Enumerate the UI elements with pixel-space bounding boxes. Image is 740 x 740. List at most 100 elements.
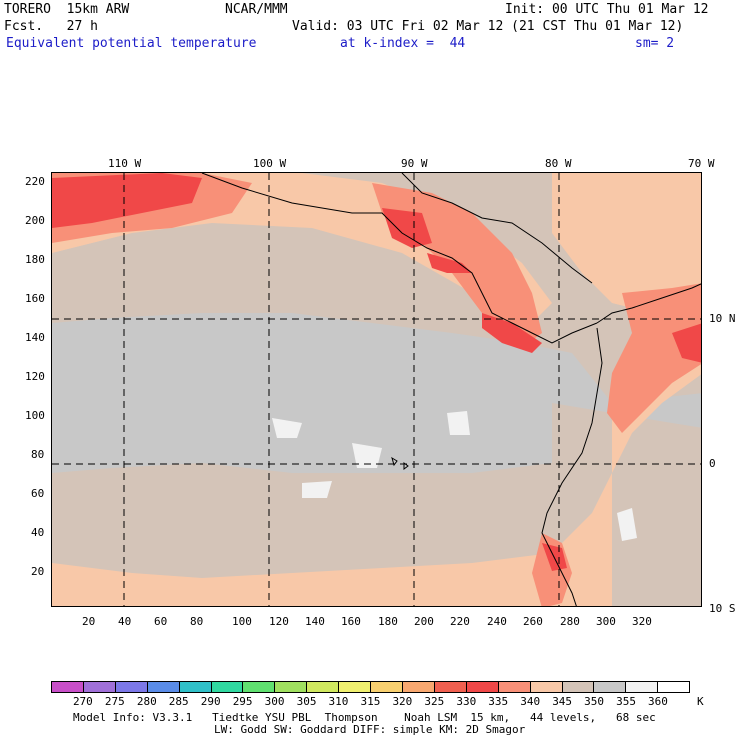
colorbar-tick-label: 340 bbox=[520, 695, 541, 708]
y-tick-label: 140 bbox=[25, 331, 45, 344]
colorbar-tick-label: 335 bbox=[488, 695, 509, 708]
valid-time: Valid: 03 UTC Fri 02 Mar 12 (21 CST Thu … bbox=[292, 19, 684, 34]
colorbar-tick-label: 315 bbox=[360, 695, 381, 708]
colorbar-segment bbox=[402, 682, 435, 692]
colorbar-tick-label: 280 bbox=[136, 695, 157, 708]
x-tick-label: 180 bbox=[378, 615, 398, 628]
colorbar-tick-label: 345 bbox=[552, 695, 573, 708]
colorbar-segment bbox=[52, 682, 84, 692]
colorbar-segment bbox=[307, 682, 340, 692]
lon-label-90w: 90 W bbox=[401, 157, 428, 170]
colorbar-tick-label: 360 bbox=[648, 695, 668, 708]
x-tick-label: 320 bbox=[632, 615, 652, 628]
colorbar-segment bbox=[562, 682, 595, 692]
init-time: Init: 00 UTC Thu 01 Mar 12 bbox=[505, 2, 709, 17]
model-info-line2: LW: Godd SW: Goddard DIFF: simple KM: 2D… bbox=[214, 723, 526, 736]
colorbar-tick-label: 270 bbox=[72, 695, 93, 708]
coastline-yucatan bbox=[401, 173, 593, 284]
x-tick-label: 80 bbox=[190, 615, 204, 628]
x-tick-label: 140 bbox=[305, 615, 325, 628]
peach-region-south bbox=[52, 473, 612, 606]
colorbar-segment bbox=[275, 682, 308, 692]
colorbar-segment bbox=[466, 682, 499, 692]
y-tick-label: 160 bbox=[25, 292, 45, 305]
colorbar-segment bbox=[658, 682, 690, 692]
lon-label-110w: 110 W bbox=[108, 157, 142, 170]
colorbar-segment bbox=[594, 682, 627, 692]
red-region-guatemala bbox=[382, 208, 432, 248]
colorbar-segment bbox=[498, 682, 531, 692]
colorbar-tick-label: 285 bbox=[168, 695, 189, 708]
theta-e-map bbox=[52, 173, 701, 606]
colorbar-tick-label: 310 bbox=[328, 695, 349, 708]
x-tick-label: 100 bbox=[232, 615, 252, 628]
white-patch-e bbox=[617, 508, 637, 541]
smoothing-label: sm= 2 bbox=[635, 36, 675, 51]
white-patch-b bbox=[352, 443, 382, 468]
colorbar-tick-label: 275 bbox=[104, 695, 125, 708]
colorbar-segment bbox=[434, 682, 467, 692]
y-tick-label: 120 bbox=[25, 370, 45, 383]
red-region-venezuela bbox=[672, 323, 701, 363]
red-region-costa-rica bbox=[482, 313, 542, 353]
colorbar-tick-label: 300 bbox=[264, 695, 285, 708]
field-name: Equivalent potential temperature bbox=[6, 36, 257, 51]
colorbar-tick-label: 330 bbox=[456, 695, 477, 708]
x-tick-label: 120 bbox=[269, 615, 289, 628]
lat-label-10n: 10 N bbox=[709, 312, 736, 325]
colorbar-tick-label: 290 bbox=[200, 695, 221, 708]
x-tick-label: 60 bbox=[154, 615, 168, 628]
colorbar-tick-label: 350 bbox=[584, 695, 605, 708]
x-tick-label: 160 bbox=[341, 615, 361, 628]
y-tick-label: 80 bbox=[31, 448, 45, 461]
coastline-caribbean-sa bbox=[596, 283, 701, 324]
colorbar-segment bbox=[530, 682, 563, 692]
x-tick-label: 200 bbox=[414, 615, 434, 628]
colorbar-segment bbox=[211, 682, 244, 692]
x-tick-label: 220 bbox=[450, 615, 470, 628]
x-tick-label: 280 bbox=[560, 615, 580, 628]
coastline-pacific-sa bbox=[541, 327, 603, 606]
model-title: TORERO 15km ARW bbox=[4, 2, 130, 17]
coastline-central-america bbox=[201, 173, 598, 344]
coastlines bbox=[201, 173, 701, 606]
y-tick-label: 200 bbox=[25, 214, 45, 227]
white-patch-a bbox=[272, 418, 302, 438]
x-tick-label: 40 bbox=[118, 615, 132, 628]
map-plot bbox=[51, 172, 702, 607]
x-tick-label: 240 bbox=[487, 615, 507, 628]
colorbar-unit: K bbox=[697, 695, 704, 708]
y-tick-label: 220 bbox=[25, 175, 45, 188]
colorbar-segment bbox=[115, 682, 148, 692]
colorbar-segment bbox=[83, 682, 116, 692]
x-tick-label: 20 bbox=[82, 615, 96, 628]
x-tick-label: 260 bbox=[523, 615, 543, 628]
forecast-hour: Fcst. 27 h bbox=[4, 19, 98, 34]
red-region-nw bbox=[52, 173, 202, 228]
model-info-line1: Model Info: V3.3.1 Tiedtke YSU PBL Thomp… bbox=[73, 711, 656, 724]
org-label: NCAR/MMM bbox=[225, 2, 288, 17]
level-label: at k-index = 44 bbox=[340, 36, 466, 51]
x-tick-label: 300 bbox=[596, 615, 616, 628]
white-patch-c bbox=[447, 411, 470, 435]
colorbar-segment bbox=[626, 682, 659, 692]
colorbar-segment bbox=[243, 682, 276, 692]
y-tick-label: 180 bbox=[25, 253, 45, 266]
red-region-honduras bbox=[427, 253, 472, 273]
colorbar-tick-label: 320 bbox=[392, 695, 413, 708]
colorbar-tick-label: 295 bbox=[232, 695, 253, 708]
lon-label-80w: 80 W bbox=[545, 157, 572, 170]
y-tick-label: 40 bbox=[31, 526, 45, 539]
lon-label-70w: 70 W bbox=[688, 157, 715, 170]
white-patch-d bbox=[302, 481, 332, 498]
peach-region-ne bbox=[552, 173, 701, 323]
colorbar-segment bbox=[339, 682, 372, 692]
colorbar-segment bbox=[371, 682, 403, 692]
y-tick-label: 60 bbox=[31, 487, 45, 500]
lat-label-10s: 10 S bbox=[709, 602, 736, 615]
colorbar-segment bbox=[147, 682, 180, 692]
lon-label-100w: 100 W bbox=[253, 157, 287, 170]
y-tick-label: 20 bbox=[31, 565, 45, 578]
colorbar bbox=[51, 681, 690, 693]
lat-label-0: 0 bbox=[709, 457, 716, 470]
